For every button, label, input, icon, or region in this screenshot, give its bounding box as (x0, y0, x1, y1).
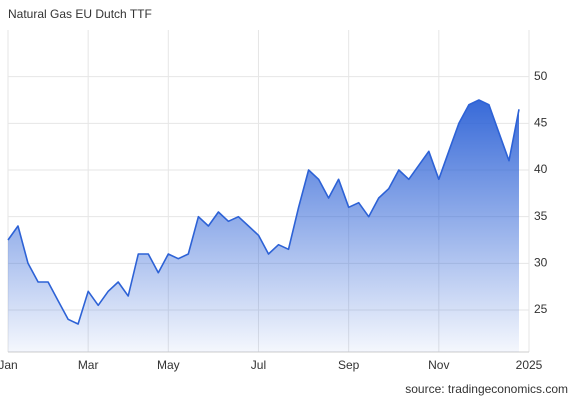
source-note: source: tradingeconomics.com (405, 382, 568, 396)
area (8, 100, 519, 352)
y-tick-label: 25 (534, 302, 548, 316)
x-tick-label: Jul (251, 358, 266, 372)
x-tick-label: Mar (78, 358, 99, 372)
x-tick-label: Jan (0, 358, 18, 372)
y-tick-label: 45 (534, 116, 548, 130)
chart-title: Natural Gas EU Dutch TTF (8, 7, 152, 21)
y-tick-label: 50 (534, 69, 548, 83)
y-tick-label: 30 (534, 256, 548, 270)
line (7, 99, 520, 325)
x-tick-label: 2025 (516, 358, 543, 372)
y-tick-label: 40 (534, 162, 548, 176)
x-tick-label: Sep (338, 358, 360, 372)
x-tick-label: Nov (428, 358, 449, 372)
x-tick-label: May (157, 358, 180, 372)
y-tick-label: 35 (534, 209, 548, 223)
